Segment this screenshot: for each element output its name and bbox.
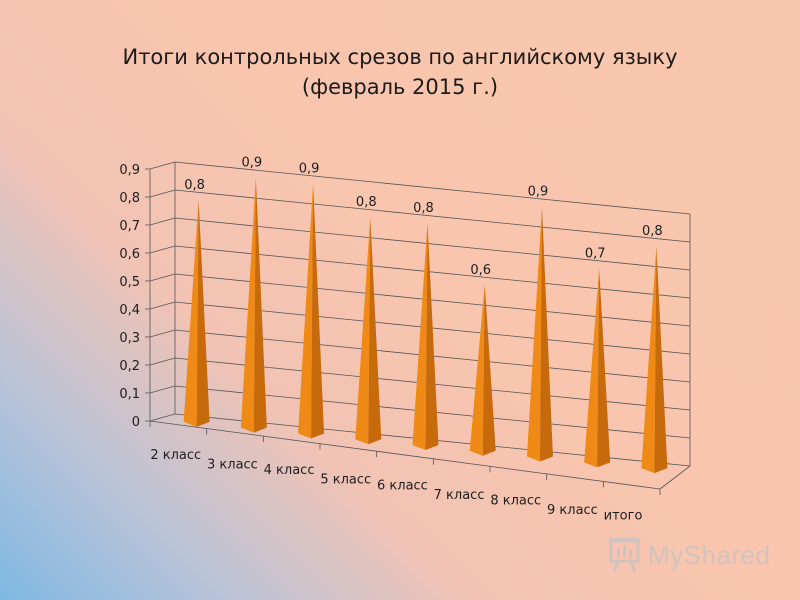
x-category-label: 9 класс [547,503,598,518]
watermark: MyShared [608,536,778,576]
y-tick-label: 0,8 [119,191,140,206]
bar-face [298,183,314,439]
gridline-side [149,245,176,254]
data-label: 0,8 [413,201,434,216]
bar [183,199,210,427]
bar [412,223,439,450]
bar-shade [654,246,668,474]
y-tick-label: 0,6 [119,247,140,262]
chart-title: Итоги контрольных срезов по английскому … [60,42,740,102]
y-tick-label: 0,1 [119,387,140,402]
bar-face [469,284,485,456]
data-label: 0,8 [642,224,663,239]
y-tick-label: 0 [132,415,140,430]
gridline [174,273,691,327]
gridline-side [149,329,176,338]
gridline [174,217,691,271]
gridline [174,245,691,299]
bar-shade [539,206,553,462]
bar-face [412,223,428,450]
gridline-side [149,273,176,282]
bar [240,177,267,433]
data-label: 0,7 [585,246,606,261]
gridline [174,189,691,243]
data-label: 0,9 [528,185,549,200]
bar [641,246,668,474]
bar-shade [368,217,382,445]
bar-shade [425,223,439,450]
bar-face [183,199,199,427]
gridline-side [149,189,176,198]
x-category-label: 4 класс [264,463,315,478]
bar-shade [196,199,210,427]
x-category-label: 5 класс [320,473,371,488]
bar-face [526,206,542,462]
y-tick-label: 0,7 [119,219,140,234]
data-label: 0,9 [299,161,320,176]
gridline-side [149,357,176,366]
y-tick-label: 0,3 [119,331,140,346]
chart-title-main: Итоги контрольных срезов по английскому … [122,45,678,69]
data-label: 0,6 [470,263,491,278]
bar [584,268,611,468]
bar [526,206,553,462]
gridline-side [149,301,176,310]
bar-face [641,246,657,474]
x-category-label: итого [604,508,643,523]
presentation-board-icon [609,538,640,573]
y-tick-label: 0,2 [119,359,140,374]
gridline-side [149,385,176,394]
bar-shade [311,183,325,439]
bar [355,217,382,445]
floor-right-edge [659,465,691,490]
x-category-label: 2 класс [150,448,201,463]
x-category-label: 6 класс [377,478,428,493]
y-tick-label: 0,4 [119,303,140,318]
watermark-text: MyShared [648,540,771,570]
bar-face [240,177,256,433]
gridline [174,161,691,215]
bars [183,177,668,474]
bar [469,284,496,456]
y-tick-label: 0,5 [119,275,140,290]
x-category-label: 7 класс [434,488,485,503]
bar-face [584,268,600,468]
bar-shade [482,284,496,456]
gridline-side [149,161,176,170]
data-label: 0,8 [356,195,377,210]
bar-shade [253,177,267,433]
data-label: 0,9 [241,156,262,171]
chart-subtitle: (февраль 2015 г.) [301,75,499,99]
bar-face [355,217,371,445]
x-category-label: 3 класс [207,458,258,473]
data-label: 0,8 [184,178,205,193]
gridline-side [149,413,176,422]
x-axis-line [149,420,661,490]
bar [298,183,325,439]
y-tick-label: 0,9 [119,163,140,178]
bar-shade [597,268,611,468]
x-category-label: 8 класс [490,493,541,508]
gridline-side [149,217,176,226]
